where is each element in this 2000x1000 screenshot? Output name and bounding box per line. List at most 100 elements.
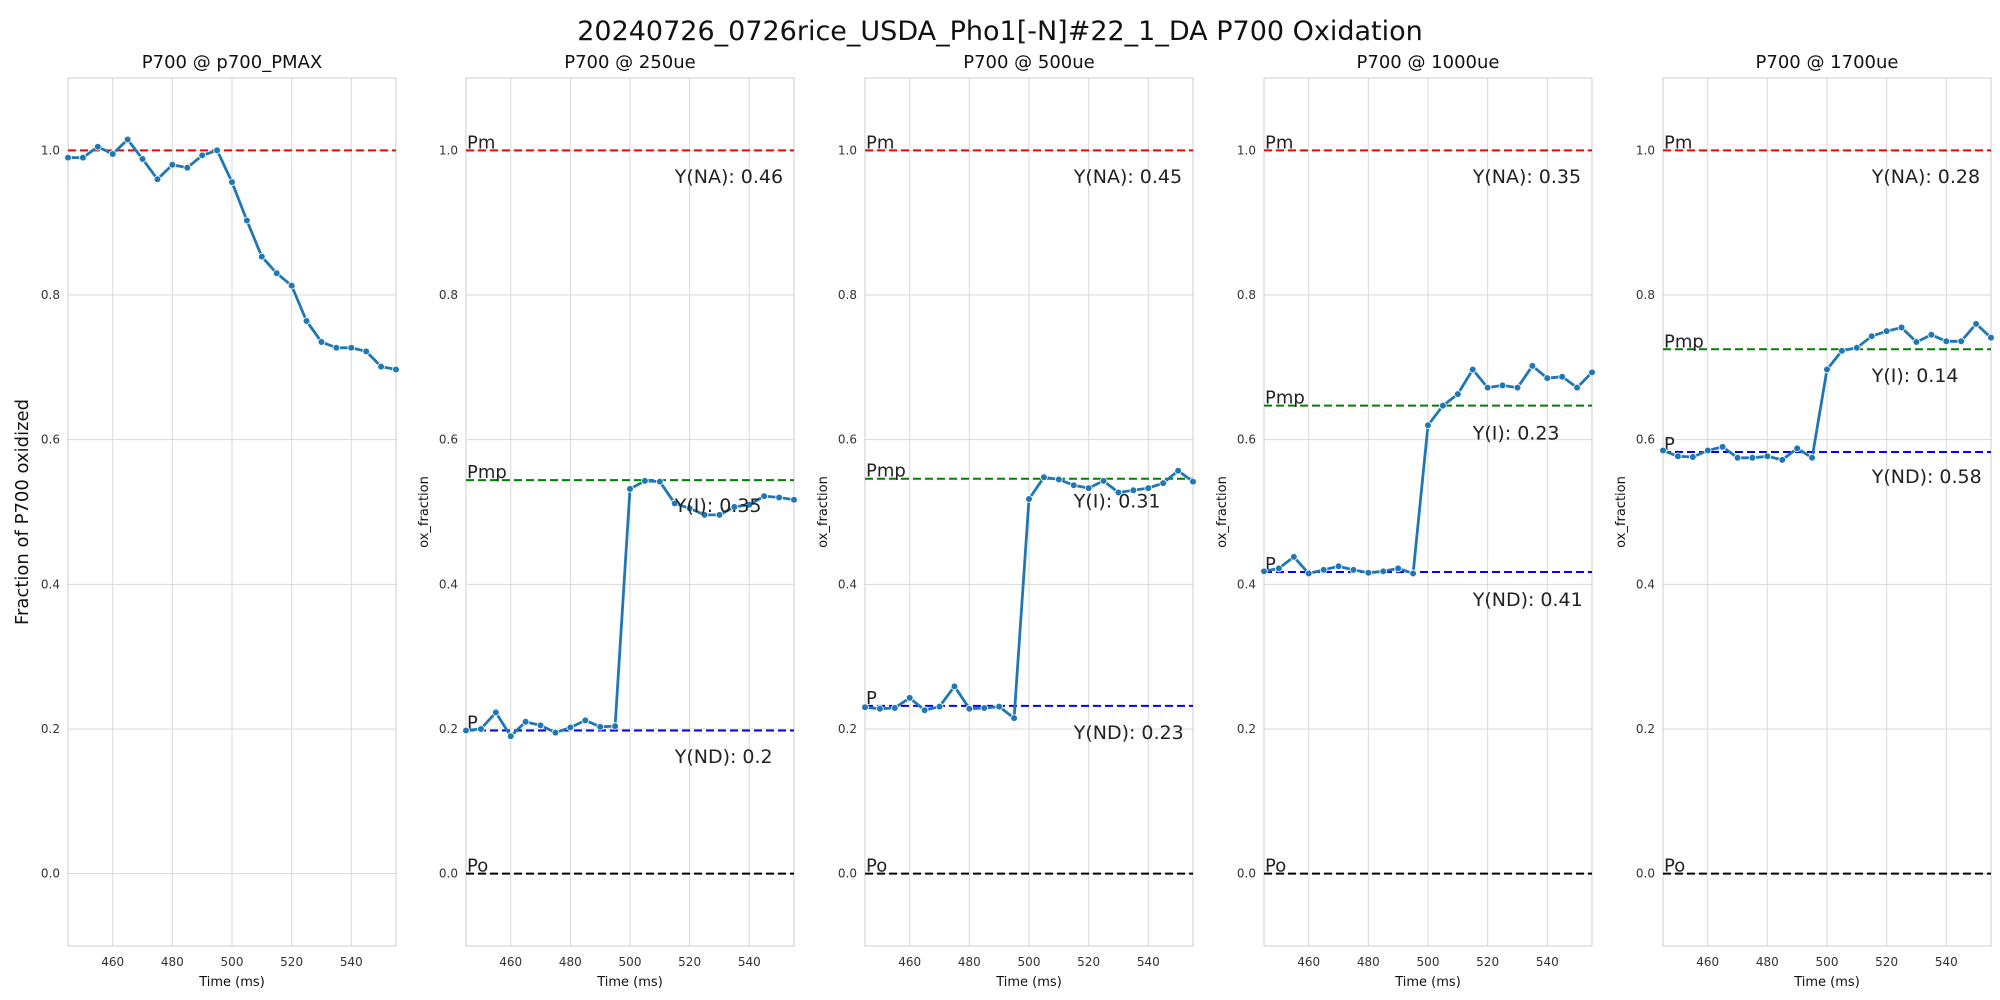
- data-point: [1808, 453, 1816, 462]
- data-point: [317, 338, 326, 346]
- data-point: [1957, 337, 1965, 346]
- data-point: [876, 704, 884, 713]
- data-point: [168, 161, 177, 169]
- y-axis-label: ox_fraction: [417, 476, 432, 548]
- data-point: [1912, 338, 1921, 346]
- data-point: [1304, 569, 1313, 578]
- panel-5: 460 480 500 520 540 0.0 0.2 0.4 0.6 0.8 1.0 Pm Pmp P P…: [1614, 52, 1995, 990]
- panel-title: P700 @ 1700ue: [1756, 52, 1899, 73]
- data-point: [1689, 453, 1697, 461]
- data-point: [1558, 372, 1566, 381]
- x-tick-label: 520: [280, 955, 303, 969]
- data-point: [1498, 381, 1507, 390]
- data-point: [228, 178, 236, 186]
- data-point: [1189, 477, 1197, 486]
- data-point: [123, 135, 132, 144]
- y-tick-label: 0.2: [439, 722, 458, 736]
- x-tick-label: 540: [1935, 955, 1958, 969]
- data-point: [1942, 337, 1951, 346]
- x-tick-label: 540: [738, 955, 761, 969]
- data-point: [626, 485, 634, 493]
- data-point: [1483, 383, 1492, 392]
- reference-label-p: P: [866, 688, 877, 709]
- data-point: [715, 511, 724, 519]
- data-point: [1159, 479, 1167, 487]
- y-tick-label: 0.0: [41, 867, 60, 881]
- data-point: [1573, 383, 1581, 392]
- data-point: [1867, 332, 1876, 341]
- data-point: [1174, 466, 1182, 475]
- data-point: [1987, 333, 1995, 342]
- data-point: [258, 252, 266, 261]
- x-tick-label: 460: [898, 955, 921, 969]
- reference-label-po: Po: [1265, 856, 1286, 877]
- data-point: [1055, 475, 1063, 484]
- data-point: [1334, 562, 1343, 571]
- data-point: [1454, 390, 1462, 398]
- x-tick-label: 540: [1536, 955, 1559, 969]
- data-point: [1069, 481, 1078, 490]
- y-tick-label: 1.0: [439, 143, 458, 157]
- data-point: [64, 153, 72, 162]
- data-point: [332, 344, 341, 352]
- data-point: [287, 281, 296, 290]
- data-point: [1290, 553, 1298, 561]
- data-point: [377, 362, 385, 371]
- metric-annotation: Y(NA): 0.45: [1073, 166, 1182, 188]
- data-point: [980, 704, 989, 712]
- data-point: [891, 704, 899, 712]
- data-point: [790, 495, 798, 504]
- x-tick-label: 480: [1357, 955, 1380, 969]
- data-point: [1260, 567, 1268, 576]
- data-point: [1439, 401, 1447, 410]
- plot-frame: [864, 77, 1194, 947]
- data-point: [1703, 446, 1712, 455]
- reference-label-pmp: Pmp: [1265, 388, 1305, 409]
- data-point: [1364, 568, 1373, 577]
- data-point: [362, 347, 370, 356]
- metric-annotation: Y(ND): 0.2: [674, 746, 773, 768]
- data-point: [1588, 368, 1596, 377]
- x-tick-label: 480: [559, 955, 582, 969]
- y-tick-label: 0.2: [1237, 722, 1256, 736]
- data-point: [1838, 346, 1846, 355]
- data-point: [935, 702, 944, 711]
- reference-label-po: Po: [866, 856, 887, 877]
- y-tick-label: 0.0: [1237, 867, 1256, 881]
- data-point: [551, 728, 560, 737]
- y-tick-label: 1.0: [838, 143, 857, 157]
- data-point: [1114, 488, 1123, 497]
- reference-label-po: Po: [467, 856, 488, 877]
- data-point: [462, 726, 470, 735]
- data-point: [641, 477, 649, 485]
- x-tick-label: 520: [1875, 955, 1898, 969]
- y-tick-label: 0.4: [439, 577, 458, 591]
- data-point: [94, 142, 102, 151]
- reference-label-pmp: Pmp: [866, 461, 906, 482]
- y-tick-label: 0.0: [1636, 867, 1655, 881]
- data-point: [138, 155, 147, 163]
- metric-annotation: Y(I): 0.14: [1871, 365, 1959, 387]
- figure-ylabel: Fraction of P700 oxidized: [12, 399, 33, 625]
- data-point: [1468, 365, 1477, 374]
- panel-3: 460 480 500 520 540 0.0 0.2 0.4 0.6 0.8 1.0 Pm Pmp P P…: [816, 52, 1197, 990]
- y-tick-label: 0.8: [1636, 288, 1655, 302]
- data-point: [905, 694, 914, 702]
- data-point: [79, 153, 87, 162]
- data-point: [1424, 421, 1432, 430]
- y-tick-label: 0.6: [1636, 433, 1655, 447]
- data-point: [1823, 365, 1831, 374]
- data-point: [566, 723, 575, 732]
- y-tick-label: 0.6: [439, 433, 458, 447]
- reference-label-pmp: Pmp: [467, 462, 507, 483]
- data-point: [506, 732, 515, 741]
- data-point: [153, 175, 162, 184]
- figure-title: 20240726_0726rice_USDA_Pho1[-N]#22_1_DA …: [577, 16, 1423, 47]
- reference-label-pm: Pm: [1265, 132, 1293, 153]
- reference-label-p: P: [467, 712, 478, 733]
- data-point: [685, 504, 694, 513]
- x-tick-label: 480: [958, 955, 981, 969]
- reference-label-pmp: Pmp: [1664, 331, 1704, 352]
- x-tick-label: 460: [499, 955, 522, 969]
- y-tick-label: 0.4: [1237, 577, 1256, 591]
